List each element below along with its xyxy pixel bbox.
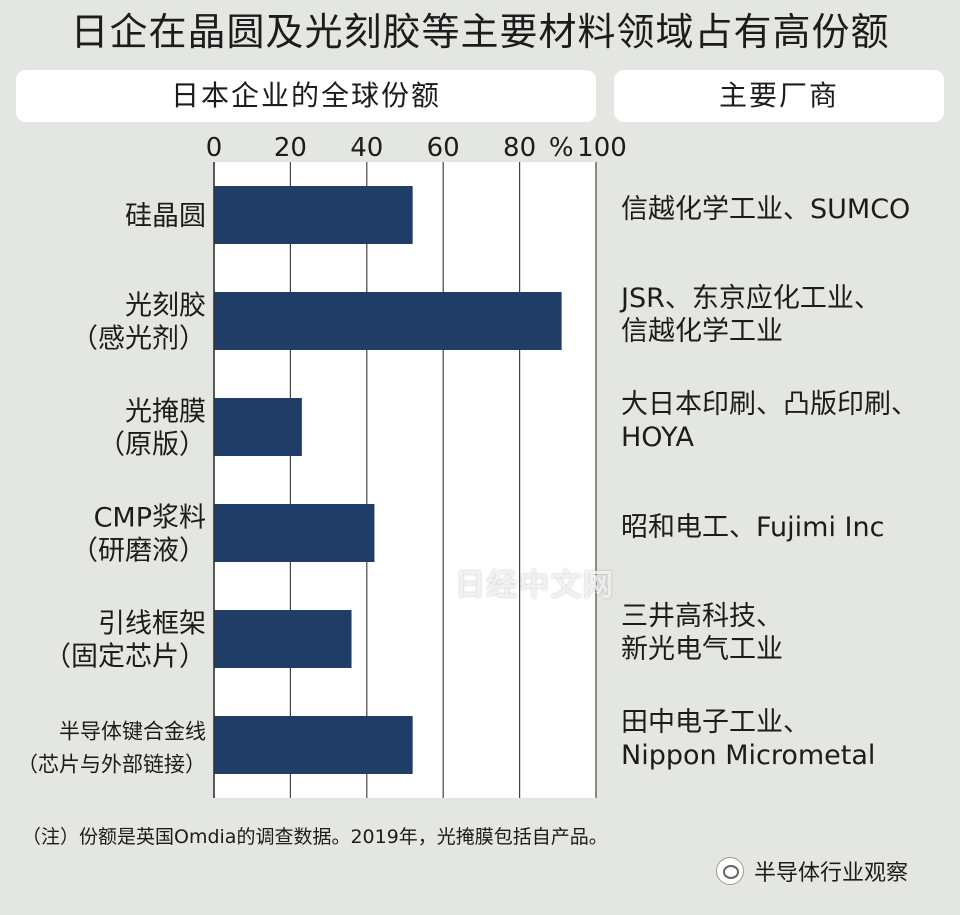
bar [214, 398, 302, 456]
category-label: （研磨液） [71, 536, 206, 567]
x-tick-label: 20 [274, 133, 307, 163]
manufacturer-label: 三井高科技、 [621, 601, 783, 632]
header-global-share: 日本企业的全球份额 [16, 70, 596, 122]
category-label: 半导体键合金线 [59, 720, 206, 744]
manufacturer-label: 大日本印刷、凸版印刷、 [621, 389, 918, 420]
category-label: 光掩膜 [125, 397, 206, 428]
footnote: （注）份额是英国Omdia的调查数据。2019年，光掩膜包括自产品。 [22, 826, 608, 848]
category-label: 引线框架 [98, 609, 206, 640]
bar [214, 504, 375, 562]
watermark: 日经中文网 [455, 568, 615, 603]
x-tick-label: 80 [503, 133, 536, 163]
manufacturer-label: Nippon Micrometal [621, 740, 876, 771]
category-label: （感光剂） [71, 324, 206, 355]
x-unit-label: % [549, 133, 574, 163]
bar [214, 292, 562, 350]
plot-area [214, 162, 596, 798]
bar [214, 186, 413, 244]
wechat-icon [716, 857, 744, 885]
manufacturer-label: 昭和电工、Fujimi Inc [621, 511, 885, 543]
manufacturer-label: 信越化学工业 [621, 316, 783, 347]
category-label: 光刻胶 [125, 291, 206, 322]
chart-title: 日企在晶圆及光刻胶等主要材料领域占有高份额 [70, 10, 890, 54]
brand-name: 半导体行业观察 [754, 861, 909, 886]
category-label: 硅晶圆 [125, 201, 206, 232]
x-tick-label: 100 [577, 133, 627, 163]
bar [214, 716, 413, 774]
x-tick-label: 0 [206, 133, 223, 163]
category-label: （固定芯片） [44, 642, 206, 673]
brand: 半导体行业观察 [716, 856, 908, 886]
bar [214, 610, 352, 668]
category-label: CMP浆料 [94, 503, 206, 534]
manufacturer-label: JSR、东京应化工业、 [621, 283, 881, 314]
x-tick-label: 40 [350, 133, 383, 163]
manufacturer-label: 田中电子工业、 [621, 707, 810, 738]
manufacturer-label: HOYA [621, 422, 694, 453]
manufacturer-label: 信越化学工业、SUMCO [621, 193, 911, 225]
manufacturer-label: 新光电气工业 [621, 634, 783, 665]
x-tick-label: 60 [427, 133, 460, 163]
category-label: （原版） [98, 430, 206, 461]
category-label: （芯片与外部链接） [17, 753, 206, 777]
header-manufacturers: 主要厂商 [614, 70, 944, 122]
